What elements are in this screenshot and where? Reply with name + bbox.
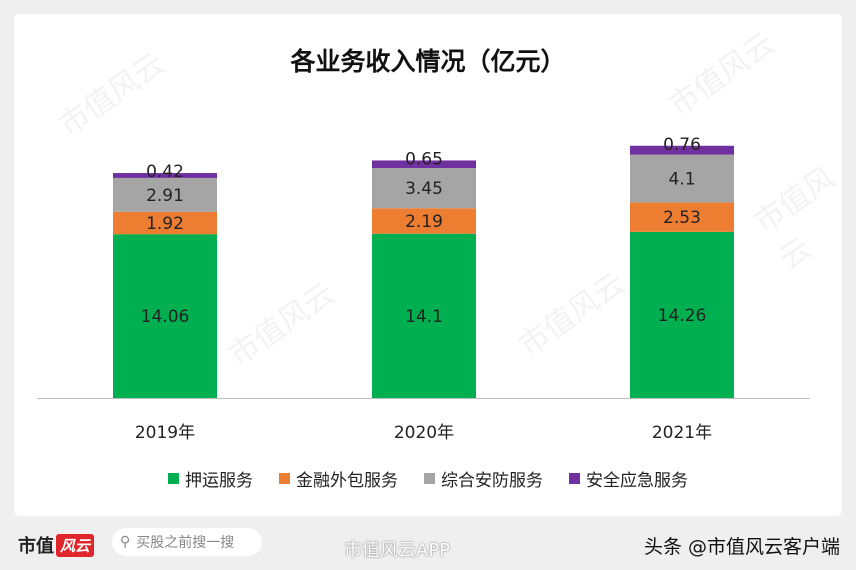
- legend-label: 综合安防服务: [441, 471, 543, 491]
- search-box[interactable]: ⚲ 买股之前搜一搜: [112, 528, 262, 556]
- bar-segment: [113, 211, 217, 235]
- bar-segment: [630, 154, 734, 203]
- brand-logo-mark: 风云: [56, 533, 95, 557]
- legend-label: 金融外包服务: [296, 471, 398, 491]
- bar-segment: [372, 233, 476, 398]
- data-label: 3.45: [405, 179, 443, 199]
- legend-swatch: [424, 473, 435, 484]
- search-placeholder: 买股之前搜一搜: [136, 535, 235, 551]
- bar-segment: [630, 202, 734, 232]
- data-label: 2.91: [146, 186, 184, 206]
- footer: 市值 风云 ⚲ 买股之前搜一搜 市值风云APP 头条 @市值风云客户端: [0, 520, 856, 570]
- weibo-watermark: 市值风云APP: [344, 540, 451, 561]
- bar-segment: [113, 173, 217, 178]
- brand-text: 市值: [18, 536, 54, 557]
- x-tick-label: 2020年: [394, 423, 454, 443]
- data-label: 14.1: [405, 307, 443, 327]
- legend-item: 金融外包服务: [279, 466, 398, 491]
- bar-segment: [113, 234, 217, 398]
- legend-item: 押运服务: [168, 466, 253, 491]
- data-label: 14.26: [658, 306, 707, 326]
- chart-title: 各业务收入情况（亿元）: [290, 47, 566, 76]
- legend-swatch: [279, 473, 290, 484]
- data-label: 14.06: [141, 307, 190, 327]
- toutiao-handle: 头条 @市值风云客户端: [643, 536, 840, 558]
- legend-item: 综合安防服务: [424, 466, 543, 491]
- legend-swatch: [569, 473, 580, 484]
- data-label: 4.1: [668, 170, 695, 190]
- data-label: 1.92: [146, 214, 184, 234]
- x-tick-label: 2019年: [135, 423, 195, 443]
- bar-segment: [113, 177, 217, 212]
- stacked-bar-chart: 14.06 1.92 2.91 0.42 2019年 14.1 2.19 3.45 0.65 20…: [37, 135, 810, 443]
- data-label: 0.76: [663, 135, 701, 155]
- brand-logo: 市值 风云: [18, 532, 95, 558]
- legend-label: 押运服务: [185, 471, 253, 491]
- x-tick-label: 2021年: [652, 423, 712, 443]
- bar-segment: [630, 231, 734, 398]
- data-label: 0.42: [146, 162, 184, 182]
- bar-segment: [630, 145, 734, 155]
- search-icon: ⚲: [120, 534, 131, 550]
- data-label: 2.19: [405, 212, 443, 232]
- legend-swatch: [168, 473, 179, 484]
- legend-label: 安全应急服务: [586, 471, 688, 491]
- data-label: 2.53: [663, 208, 701, 228]
- legend: 押运服务 金融外包服务 综合安防服务 安全应急服务: [0, 466, 856, 491]
- bar-segment: [372, 168, 476, 209]
- bar-segment: [372, 208, 476, 234]
- data-label: 0.65: [405, 149, 443, 169]
- legend-item: 安全应急服务: [569, 466, 688, 491]
- bar-segment: [372, 160, 476, 169]
